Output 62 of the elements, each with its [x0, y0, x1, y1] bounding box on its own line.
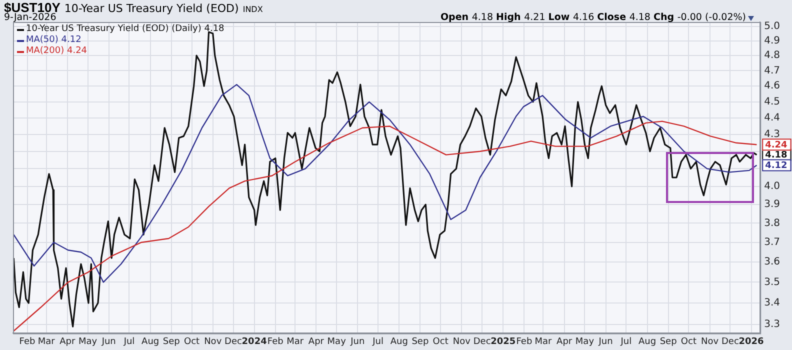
x-tick-label: Aug — [638, 336, 656, 347]
x-tick-label: Nov — [701, 336, 720, 347]
x-tick-label: Aug — [142, 336, 160, 347]
x-tick-label: Sep — [412, 336, 429, 347]
x-tick-label: Oct — [680, 336, 697, 347]
x-tick-label: Mar — [534, 336, 552, 347]
x-tick-label: Aug — [390, 336, 408, 347]
x-tick-label: Dec — [473, 336, 491, 347]
x-tick-label: May — [78, 336, 98, 347]
y-tick-label: 3.5 — [764, 276, 780, 288]
x-tick-label: Dec — [224, 336, 242, 347]
y-tick-label: 5.0 — [764, 20, 780, 32]
x-tick-label: Mar — [286, 336, 304, 347]
x-tick-label: Sep — [162, 336, 180, 347]
x-tick-label: Jun — [350, 336, 365, 347]
x-tick-label: Oct — [432, 336, 449, 347]
chart-subtitle: 10-Year US Treasury Yield (EOD) — [64, 2, 239, 15]
annotation: 4.18 — [765, 150, 788, 161]
x-tick-label: 2024 — [242, 336, 267, 347]
legend-label: MA(200) 4.24 — [26, 46, 88, 57]
x-tick-label: Feb — [516, 336, 532, 347]
y-tick-label: 4.8 — [764, 50, 780, 62]
y-tick-label: 4.3 — [764, 129, 780, 140]
x-tick-label: Nov — [204, 336, 222, 347]
x-tick-label: Dec — [721, 336, 739, 347]
x-tick-label: 2026 — [738, 336, 764, 347]
y-tick-label: 4.4 — [764, 112, 780, 124]
y-tick-label: 4.7 — [764, 65, 780, 76]
x-tick-label: Jun — [598, 336, 613, 347]
y-tick-label: 3.8 — [764, 218, 780, 229]
y-tick-label: 4.9 — [764, 35, 780, 46]
annotation: 4.24 — [765, 140, 788, 150]
x-tick-label: May — [575, 336, 595, 347]
y-tick-label: 4.5 — [764, 96, 780, 108]
x-tick-label: Jul — [372, 336, 384, 347]
x-tick-label: Apr — [308, 336, 324, 347]
text: INDX — [242, 5, 263, 14]
legend-label: MA(50) 4.12 — [26, 35, 82, 46]
x-tick-label: Mar — [38, 336, 56, 347]
y-tick-label: 4.6 — [764, 80, 780, 92]
x-tick-label: Sep — [660, 336, 678, 347]
annotation: 4.12 — [765, 161, 788, 172]
x-tick-label: Oct — [184, 336, 200, 347]
x-tick-label: Apr — [556, 336, 572, 347]
text: Open 4.18 High 4.21 Low 4.16 Close 4.18 Chg -0.00 (-0.02%) — [440, 12, 746, 23]
x-tick-label: Nov — [452, 336, 472, 347]
x-tick-label: Apr — [60, 336, 76, 347]
x-tick-label: Feb — [267, 336, 284, 347]
y-tick-label: 3.6 — [764, 256, 780, 268]
y-tick-label: 3.3 — [764, 319, 780, 330]
x-tick-label: Jul — [122, 336, 135, 347]
x-tick-label: 2025 — [490, 336, 516, 347]
x-tick-label: Jun — [100, 336, 116, 347]
y-tick-label: 3.4 — [764, 298, 780, 309]
y-tick-label: 4.0 — [764, 181, 780, 192]
legend-label: 10-Year US Treasury Yield (EOD) (Daily) 4.18 — [26, 24, 224, 35]
y-tick-label: 3.9 — [764, 199, 780, 210]
x-tick-label: Feb — [19, 336, 36, 347]
y-tick-label: 3.7 — [764, 236, 780, 248]
x-tick-label: May — [327, 336, 347, 347]
x-tick-label: Jul — [620, 336, 632, 347]
annotation: 9-Jan-2026 — [4, 12, 56, 23]
